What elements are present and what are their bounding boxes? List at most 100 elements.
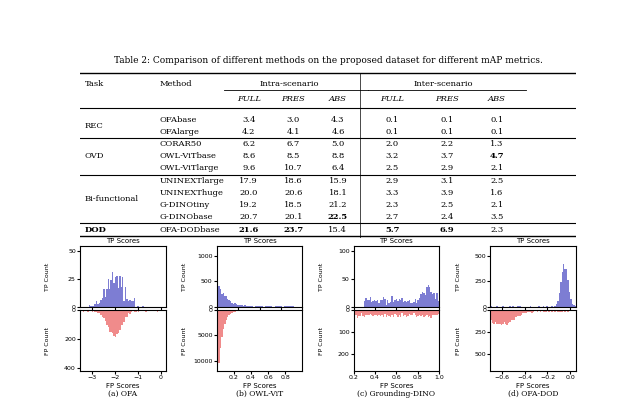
Bar xyxy=(374,310,376,315)
Text: 2.4: 2.4 xyxy=(440,214,454,221)
Text: OVD: OVD xyxy=(85,152,104,160)
Bar xyxy=(388,310,390,317)
Bar xyxy=(364,310,365,317)
Bar xyxy=(272,310,273,311)
Bar xyxy=(122,310,124,325)
Y-axis label: TP Count: TP Count xyxy=(45,262,50,291)
Text: 2.3: 2.3 xyxy=(386,201,399,209)
Text: 0.1: 0.1 xyxy=(440,116,454,123)
Bar xyxy=(89,310,90,311)
Bar xyxy=(412,302,413,307)
Bar xyxy=(530,310,531,311)
Text: (a) OFA: (a) OFA xyxy=(108,390,138,398)
Bar xyxy=(380,310,381,317)
Bar xyxy=(291,310,292,311)
Bar xyxy=(227,299,228,307)
Bar xyxy=(115,310,116,337)
Bar xyxy=(538,306,540,307)
Bar xyxy=(416,310,417,317)
Bar xyxy=(113,310,115,336)
Title: TP Scores: TP Scores xyxy=(380,238,413,244)
Bar xyxy=(388,302,390,307)
Text: 21.6: 21.6 xyxy=(239,226,259,234)
Bar xyxy=(433,292,435,307)
Bar xyxy=(383,310,384,317)
Bar xyxy=(112,310,113,333)
Bar xyxy=(400,300,401,307)
Bar xyxy=(253,310,255,311)
Bar xyxy=(423,293,425,307)
Bar xyxy=(257,310,259,311)
Bar xyxy=(364,301,365,307)
Bar xyxy=(100,310,102,315)
Bar xyxy=(279,306,280,307)
Text: 18.5: 18.5 xyxy=(284,201,303,209)
Bar xyxy=(147,310,148,311)
Bar xyxy=(157,310,158,312)
Text: 23.7: 23.7 xyxy=(283,226,303,234)
Bar xyxy=(105,310,106,321)
Bar xyxy=(532,310,534,312)
Text: 3.9: 3.9 xyxy=(440,189,454,197)
Bar xyxy=(275,310,276,311)
Bar xyxy=(394,300,396,307)
Text: 4.2: 4.2 xyxy=(242,128,255,136)
Bar xyxy=(218,286,220,307)
Bar xyxy=(383,297,384,307)
Text: 2.5: 2.5 xyxy=(440,201,454,209)
Bar xyxy=(391,296,393,307)
Bar xyxy=(518,306,520,307)
Text: (d) OFA-DOD: (d) OFA-DOD xyxy=(508,390,559,398)
Bar xyxy=(551,310,553,312)
Bar xyxy=(234,310,236,312)
Text: OFA-DODbase: OFA-DODbase xyxy=(159,226,220,234)
Bar xyxy=(428,310,429,317)
Bar xyxy=(354,310,355,316)
Text: DOD: DOD xyxy=(85,226,107,234)
Text: 20.0: 20.0 xyxy=(239,189,258,197)
Bar xyxy=(271,310,272,311)
Bar xyxy=(259,310,260,311)
Bar xyxy=(435,299,436,307)
Bar xyxy=(220,310,221,347)
Bar xyxy=(490,306,492,307)
Bar xyxy=(97,310,99,313)
Bar xyxy=(534,310,536,311)
Text: PRES: PRES xyxy=(435,95,459,103)
Text: 5.7: 5.7 xyxy=(385,226,400,234)
Text: 2.7: 2.7 xyxy=(386,214,399,221)
Y-axis label: FP Count: FP Count xyxy=(182,327,187,354)
Bar xyxy=(269,306,271,307)
Bar xyxy=(500,310,502,325)
Bar xyxy=(255,310,256,311)
Bar xyxy=(420,310,422,316)
Bar xyxy=(263,310,265,311)
Text: 6.7: 6.7 xyxy=(287,140,300,148)
Bar xyxy=(520,306,521,307)
Bar xyxy=(116,276,118,307)
Bar xyxy=(102,310,103,317)
Bar xyxy=(531,310,532,312)
Y-axis label: FP Count: FP Count xyxy=(45,327,50,354)
Bar xyxy=(115,277,116,307)
Bar xyxy=(132,301,134,307)
Bar xyxy=(96,301,97,307)
Text: Table 2: Comparison of different methods on the proposed dataset for different m: Table 2: Comparison of different methods… xyxy=(113,56,543,65)
Bar xyxy=(160,310,161,311)
Bar xyxy=(259,306,260,307)
Bar xyxy=(262,306,263,307)
Text: 2.9: 2.9 xyxy=(440,164,454,173)
Text: 3.3: 3.3 xyxy=(386,189,399,197)
Bar xyxy=(138,306,140,307)
Bar xyxy=(90,310,92,311)
Text: G-DINObase: G-DINObase xyxy=(159,214,213,221)
Bar xyxy=(144,310,145,311)
Bar xyxy=(128,301,129,307)
Bar xyxy=(436,310,438,316)
Bar xyxy=(240,305,241,307)
Text: 4.7: 4.7 xyxy=(490,152,504,160)
Bar xyxy=(356,310,358,318)
Bar xyxy=(543,306,544,307)
Bar xyxy=(496,310,498,324)
Bar xyxy=(292,306,294,307)
